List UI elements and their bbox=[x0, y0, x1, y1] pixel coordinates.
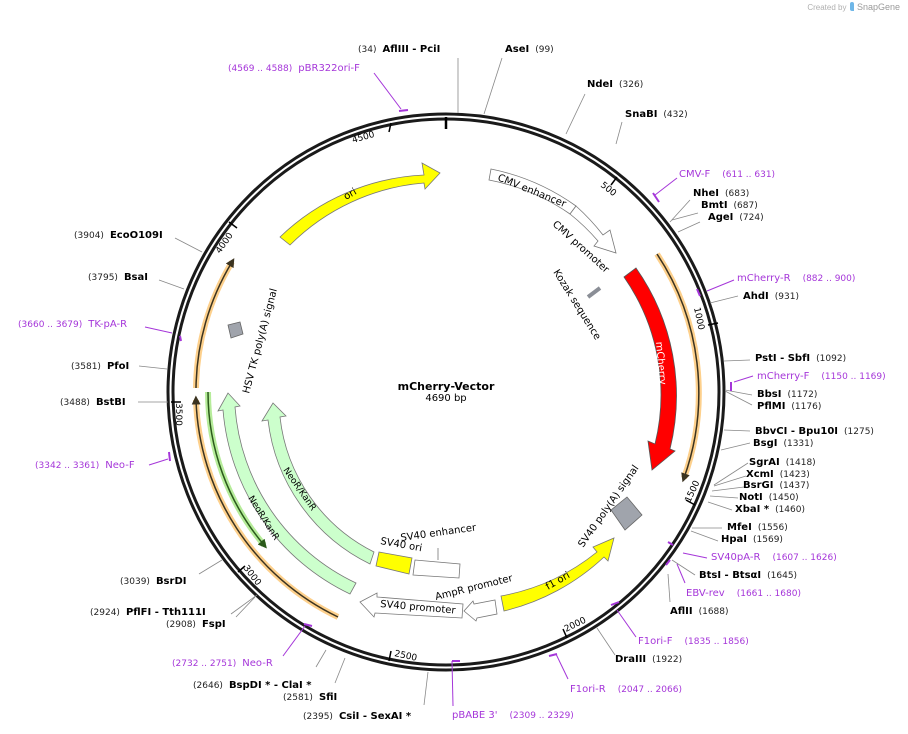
primer-mcherry-f[interactable]: mCherry-F (1150 .. 1169) bbox=[757, 371, 886, 382]
primer-neo-f[interactable]: (3342 .. 3361) Neo-F bbox=[35, 460, 135, 471]
enzyme-notI[interactable]: NotI (1450) bbox=[739, 492, 799, 503]
feature-hsv-tk-polya-signal[interactable]: HSV TK poly(A) signal bbox=[227, 287, 280, 395]
feature-label-cmv-enhancer: CMV enhancer bbox=[496, 173, 568, 211]
feature-label-neor-inner: NeoR/KanR bbox=[281, 466, 318, 513]
enzyme-bsrDI[interactable]: (3039) BsrDI bbox=[120, 576, 187, 587]
feature-sv40-promoter[interactable]: SV40 promoter bbox=[359, 592, 464, 619]
snapgene-logo-icon bbox=[849, 2, 854, 11]
enzyme-pflMI[interactable]: PflMI (1176) bbox=[757, 401, 822, 412]
tick-label-2500: 2500 bbox=[393, 649, 418, 664]
enzyme-aseI[interactable]: AseI (99) bbox=[505, 44, 554, 55]
primer-sv40pa-r[interactable]: SV40pA-R (1607 .. 1626) bbox=[711, 552, 837, 563]
tick-4000 bbox=[228, 221, 238, 229]
enzyme-bbsI[interactable]: BbsI (1172) bbox=[757, 389, 818, 400]
enzyme-ageI[interactable]: AgeI (724) bbox=[708, 212, 764, 223]
feature-cmv-enhancer[interactable]: CMV enhancer bbox=[488, 168, 577, 215]
enzyme-bsrGI[interactable]: BsrGI (1437) bbox=[743, 480, 810, 491]
feature-label-mcherry: mCherry bbox=[653, 341, 668, 385]
enzyme-pfoI[interactable]: (3581) PfoI bbox=[71, 361, 130, 372]
enzyme-sgrAI[interactable]: SgrAI (1418) bbox=[749, 457, 816, 468]
tick-label-4500: 4500 bbox=[351, 130, 376, 146]
enzyme-mfeI[interactable]: MfeI (1556) bbox=[727, 522, 788, 533]
enzyme-snabI[interactable]: SnaBI (432) bbox=[625, 109, 688, 120]
tick-label-500: 500 bbox=[598, 180, 618, 199]
credit-prefix: Created by bbox=[807, 3, 847, 12]
orf-arcs bbox=[191, 252, 702, 620]
tick-3000 bbox=[237, 565, 246, 573]
tick-2500 bbox=[388, 650, 392, 662]
tick-label-3500: 3500 bbox=[173, 403, 183, 426]
enzyme-aflII[interactable]: AflII (1688) bbox=[670, 606, 729, 617]
primer-f1ori-f[interactable]: F1ori-F (1835 .. 1856) bbox=[638, 636, 749, 647]
feature-label-sv40-enhancer: SV40 enhancer bbox=[400, 522, 478, 544]
tick-4500 bbox=[388, 122, 392, 133]
primer-leaders bbox=[144, 72, 754, 707]
tick-2000 bbox=[562, 628, 568, 639]
primer-tk-pa-r[interactable]: (3660 .. 3679) TK-pA-R bbox=[18, 319, 128, 330]
enzyme-bspDI-claI[interactable]: (2646) BspDI * - ClaI * bbox=[193, 680, 312, 691]
tick-500 bbox=[610, 176, 618, 186]
enzyme-nheI[interactable]: NheI (683) bbox=[693, 188, 750, 199]
primer-neo-r[interactable]: (2732 .. 2751) Neo-R bbox=[172, 658, 273, 669]
tick-label-1000: 1000 bbox=[691, 307, 706, 332]
credit-brand: SnapGene bbox=[856, 2, 900, 12]
enzyme-sfiI[interactable]: (2581) SfiI bbox=[283, 692, 338, 703]
enzyme-pstI-sbfI[interactable]: PstI - SbfI (1092) bbox=[755, 353, 847, 364]
enzyme-bsaI[interactable]: (3795) BsaI bbox=[88, 272, 148, 283]
enzyme-bsgI[interactable]: BsgI (1331) bbox=[753, 438, 814, 449]
enzyme-aflIII-pciI[interactable]: (34) AflIII - PciI bbox=[358, 44, 441, 55]
plasmid-length: 4690 bp bbox=[425, 393, 467, 404]
enzyme-ndeI[interactable]: NdeI (326) bbox=[587, 79, 644, 90]
enzyme-hpaI[interactable]: HpaI (1569) bbox=[721, 534, 783, 545]
feature-label-kozak: Kozak sequence bbox=[550, 268, 602, 342]
snapgene-credit: Created by SnapGene bbox=[807, 2, 900, 12]
enzyme-leaders bbox=[138, 57, 753, 706]
enzyme-ahdI[interactable]: AhdI (931) bbox=[743, 291, 799, 302]
primer-f1ori-r[interactable]: F1ori-R (2047 .. 2066) bbox=[570, 684, 682, 695]
enzyme-btsI-btsaI[interactable]: BtsI - BtsαI (1645) bbox=[699, 570, 798, 581]
feature-ori[interactable]: ori bbox=[279, 162, 441, 246]
feature-kozak-sequence[interactable]: Kozak sequence bbox=[550, 268, 602, 342]
primer-mcherry-r[interactable]: mCherry-R (882 .. 900) bbox=[737, 273, 856, 284]
enzyme-ecoO109I[interactable]: (3904) EcoO109I bbox=[74, 230, 163, 241]
primer-pbabe-3[interactable]: pBABE 3' (2309 .. 2329) bbox=[452, 710, 574, 721]
enzyme-bmtI[interactable]: BmtI (687) bbox=[701, 200, 758, 211]
feature-neor-kanr-outer[interactable]: NeoR/KanR bbox=[217, 392, 357, 595]
enzyme-xcmI[interactable]: XcmI (1423) bbox=[746, 469, 810, 480]
feature-sv40-polya-signal[interactable]: SV40 poly(A) signal bbox=[576, 463, 643, 550]
enzyme-pflFI-tth111I[interactable]: (2924) PflFI - Tth111I bbox=[90, 607, 206, 618]
tick-1000 bbox=[707, 322, 719, 326]
enzyme-bstBI[interactable]: (3488) BstBI bbox=[60, 397, 126, 408]
feature-cmv-promoter[interactable]: CMV promoter bbox=[550, 205, 617, 276]
primer-ebv-rev[interactable]: EBV-rev (1661 .. 1680) bbox=[686, 588, 801, 599]
feature-label-hsv-tk-polya: HSV TK poly(A) signal bbox=[241, 287, 280, 394]
enzyme-draIII[interactable]: DraIII (1922) bbox=[615, 654, 683, 665]
feature-f1-ori[interactable]: f1 ori bbox=[500, 537, 615, 612]
plasmid-name: mCherry-Vector bbox=[397, 380, 495, 393]
primer-pbr322ori-f[interactable]: (4569 .. 4588) pBR322ori-F bbox=[228, 63, 360, 74]
enzyme-bbvCI-bpu10I[interactable]: BbvCI - Bpu10I (1275) bbox=[755, 426, 874, 437]
primer-cmv-f[interactable]: CMV-F (611 .. 631) bbox=[679, 169, 776, 180]
enzyme-xbaI[interactable]: XbaI * (1460) bbox=[735, 504, 805, 515]
enzyme-csiI-sexAI[interactable]: (2395) CsiI - SexAI * bbox=[303, 711, 412, 722]
enzyme-fspI[interactable]: (2908) FspI bbox=[166, 619, 226, 630]
feature-mcherry[interactable]: mCherry bbox=[623, 267, 677, 471]
tick-1500 bbox=[685, 499, 696, 506]
